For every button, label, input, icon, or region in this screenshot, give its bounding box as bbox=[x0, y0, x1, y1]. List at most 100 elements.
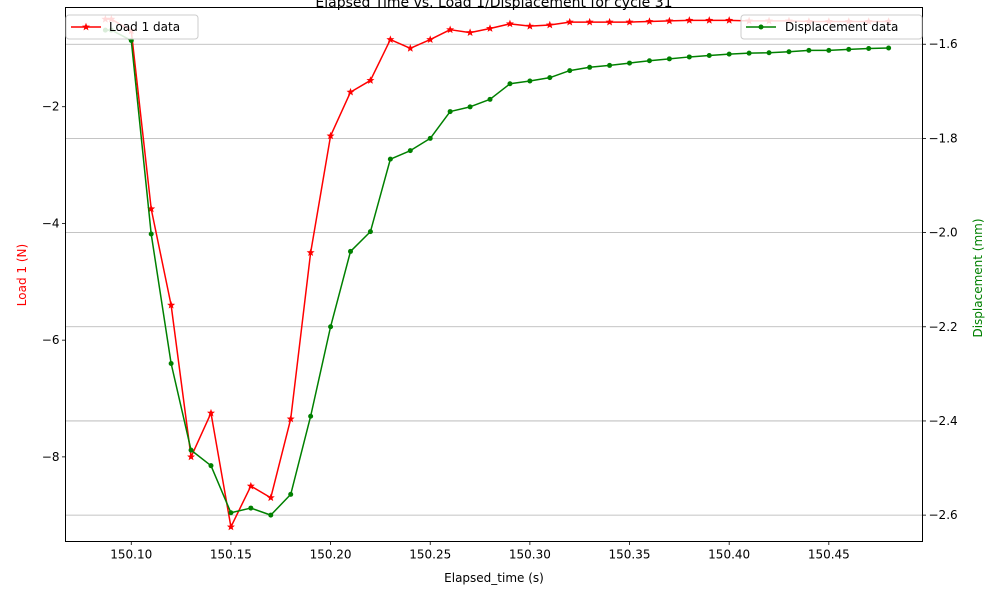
displacement-series-dot-point bbox=[168, 361, 174, 366]
displacement-series-dot-point bbox=[726, 51, 732, 57]
displacement-series-dot-point bbox=[826, 47, 832, 53]
plot-frame bbox=[65, 7, 923, 542]
y-axis-left-title: Load 1 (N) bbox=[15, 244, 29, 306]
displacement-series-dot-point bbox=[766, 50, 772, 56]
x-tick-label: 150.30 bbox=[509, 548, 551, 562]
load-series-star-point bbox=[565, 17, 574, 26]
displacement-series-dot-point bbox=[248, 505, 254, 511]
load-series-star-point bbox=[406, 44, 415, 52]
displacement-series-dot-point bbox=[188, 447, 194, 453]
x-tick-label: 150.25 bbox=[409, 548, 451, 562]
load-series-star-point bbox=[545, 20, 554, 29]
legend-displacement: Displacement data bbox=[740, 14, 923, 40]
load-series-star-point bbox=[446, 25, 455, 34]
load-series-star-point bbox=[685, 16, 694, 24]
displacement-series-dot-point bbox=[288, 491, 294, 497]
displacement-series-dot-point bbox=[268, 512, 274, 518]
load-series-star-point bbox=[505, 19, 514, 28]
y-axis-right-title: Displacement (mm) bbox=[971, 218, 985, 337]
y-right-tick-label: −2.2 bbox=[929, 320, 958, 334]
displacement-series-dot-point bbox=[547, 75, 553, 81]
displacement-series-dot-point bbox=[866, 45, 872, 51]
displacement-series-dot-point bbox=[328, 324, 334, 330]
displacement-series-dot-point bbox=[367, 229, 373, 235]
load-series-star-point bbox=[266, 493, 275, 502]
x-tick-label: 150.10 bbox=[110, 548, 152, 562]
displacement-series-dot-point bbox=[587, 64, 593, 70]
load-series-star-point bbox=[426, 35, 435, 43]
displacement-series-dot-point bbox=[467, 104, 473, 110]
displacement-series-dot-point bbox=[646, 58, 652, 64]
displacement-series-dot-point bbox=[527, 78, 533, 84]
load-series-star-point bbox=[226, 522, 235, 531]
load-series-star-point bbox=[366, 76, 375, 84]
displacement-series-dot-point bbox=[228, 510, 234, 516]
load-series-star-point bbox=[625, 17, 634, 26]
y-left-tick-label: −4 bbox=[42, 216, 60, 230]
displacement-series-dot-point bbox=[567, 68, 573, 74]
legend-load-label: Load 1 data bbox=[109, 20, 180, 34]
legend-displacement-frame bbox=[740, 14, 923, 40]
load-series-star-point bbox=[167, 300, 176, 309]
load-series-star-point bbox=[326, 131, 335, 140]
y-right-tick-label: −2.6 bbox=[929, 508, 958, 522]
load-series-star-point bbox=[207, 408, 215, 417]
displacement-series-dot-point bbox=[746, 50, 752, 56]
chart-title: Elapsed Time vs. Load 1/Displacement for… bbox=[315, 0, 672, 11]
load-series-star-point bbox=[605, 17, 614, 26]
displacement-series-dot-point bbox=[607, 62, 613, 68]
displacement-series-dot-point bbox=[806, 47, 812, 53]
y-right-tick-label: −2.4 bbox=[929, 414, 958, 428]
displacement-series-dot-point bbox=[686, 54, 692, 60]
displacement-series-dot-point bbox=[208, 463, 214, 469]
load-series-star-point bbox=[645, 17, 654, 25]
displacement-series-dot-point bbox=[886, 45, 892, 51]
y-right-tick-label: −1.6 bbox=[929, 37, 958, 51]
load-series-star-point bbox=[306, 248, 315, 257]
displacement-series-dot-point bbox=[387, 156, 393, 162]
displacement-series-dot-point bbox=[447, 109, 453, 115]
displacement-series-dot-point bbox=[487, 96, 493, 102]
axes: 150.10 150.15 150.20 150.25 150.30 150.35 150.… bbox=[42, 37, 958, 561]
x-tick-label: 150.20 bbox=[310, 548, 352, 562]
x-tick-label: 150.15 bbox=[210, 548, 252, 562]
load-series-star-point bbox=[585, 17, 594, 26]
y-left-tick-label: −2 bbox=[42, 100, 60, 114]
load-series-star-point bbox=[147, 204, 156, 213]
displacement-series-dot-point bbox=[407, 148, 413, 154]
displacement-series-dot-point bbox=[786, 49, 792, 55]
load-series-star-point bbox=[486, 24, 495, 32]
x-axis-title: Elapsed_time (s) bbox=[444, 571, 544, 585]
y-right-tick-label: −2.0 bbox=[929, 226, 958, 240]
load-series-star-point bbox=[246, 481, 255, 490]
load-series-star-point bbox=[705, 16, 714, 24]
displacement-series-dot-point bbox=[148, 231, 154, 237]
displacement-series-dot-point bbox=[846, 46, 852, 52]
legend-load-star-marker bbox=[82, 22, 90, 31]
displacement-series-dot-point bbox=[507, 81, 513, 87]
y-left-tick-label: −6 bbox=[42, 333, 60, 347]
x-tick-label: 150.35 bbox=[609, 548, 651, 562]
legend-displacement-label: Displacement data bbox=[785, 20, 898, 34]
load-series-star-point bbox=[525, 21, 534, 30]
displacement-series-dot-point bbox=[427, 135, 433, 141]
displacement-series-dot-point bbox=[706, 53, 712, 59]
grid-lines bbox=[65, 43, 923, 516]
y-right-tick-label: −1.8 bbox=[929, 131, 958, 145]
displacement-series-dot-point bbox=[666, 56, 672, 62]
y-left-tick-label: −8 bbox=[42, 450, 60, 464]
legend-displacement-dot-marker bbox=[758, 24, 764, 30]
load-series-star-point bbox=[466, 28, 475, 36]
load-series-star-point bbox=[725, 16, 734, 24]
load-series-star-point bbox=[665, 16, 674, 25]
load-series-star-point bbox=[346, 87, 355, 96]
load-series-star-point bbox=[386, 35, 395, 43]
x-tick-label: 150.45 bbox=[808, 548, 850, 562]
load-series-star-point bbox=[286, 414, 295, 423]
legend-load: Load 1 data bbox=[65, 14, 199, 40]
displacement-series-dot-point bbox=[348, 248, 354, 254]
x-tick-label: 150.40 bbox=[708, 548, 750, 562]
load-series-star-point bbox=[187, 452, 196, 461]
